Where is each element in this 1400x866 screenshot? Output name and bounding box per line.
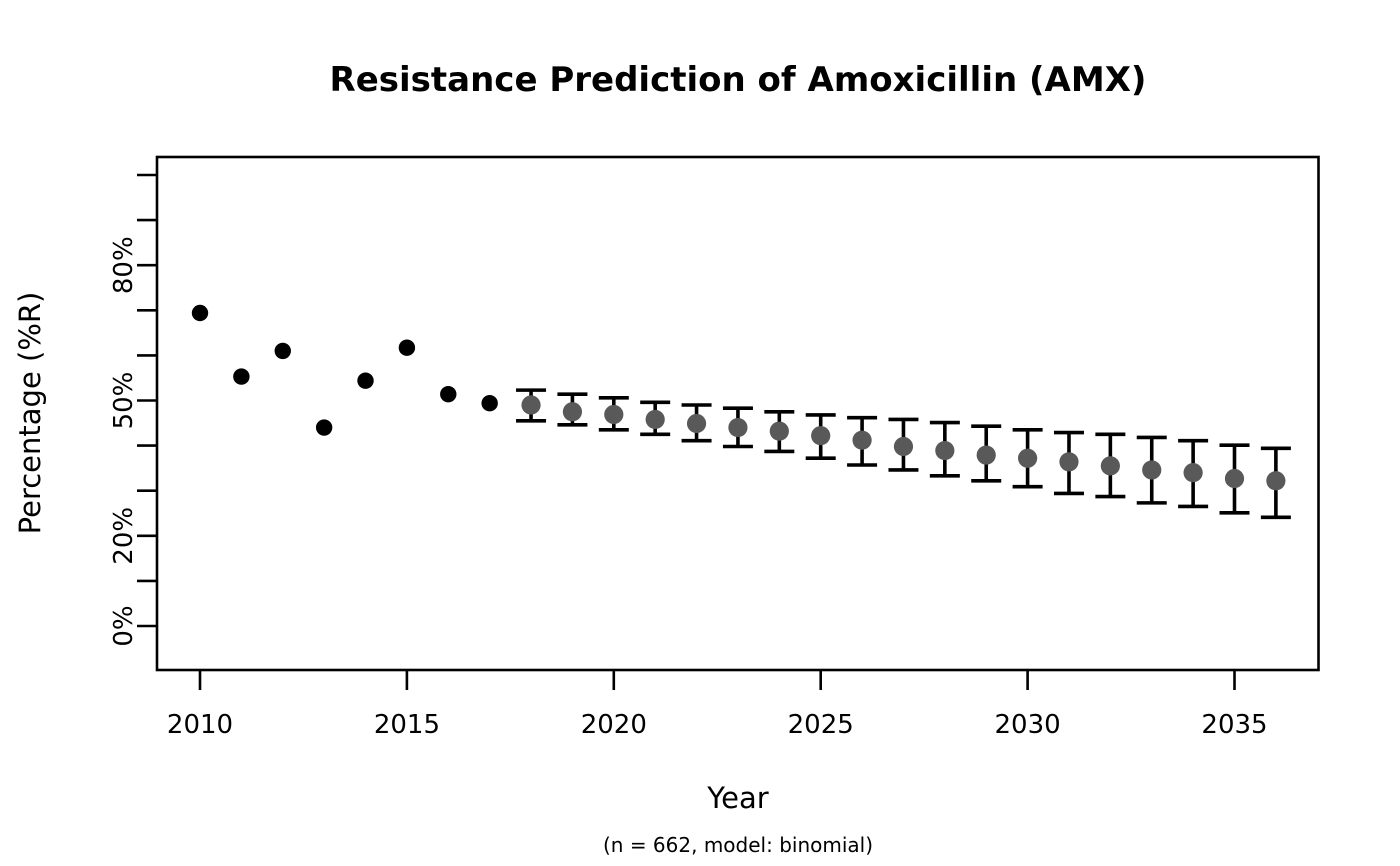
observed-point <box>315 419 333 436</box>
predicted-point <box>893 436 914 457</box>
observed-point <box>357 372 374 389</box>
predicted-point <box>852 430 872 450</box>
x-tick-label: 2035 <box>1201 710 1267 740</box>
predicted-point <box>935 440 955 461</box>
predicted-point <box>1100 456 1120 476</box>
x-axis-subtitle: (n = 662, model: binomial) <box>602 833 874 857</box>
x-tick-label: 2020 <box>581 710 647 740</box>
y-tick-label: 50% <box>109 372 139 430</box>
observed-point <box>398 339 416 356</box>
predicted-point <box>1059 452 1079 472</box>
predicted-point <box>562 402 583 422</box>
y-tick-label: 80% <box>109 236 139 294</box>
predicted-point <box>1142 460 1162 480</box>
predicted-point <box>1018 448 1038 468</box>
predicted-point <box>811 426 831 446</box>
predicted-point <box>769 421 789 441</box>
x-axis-title: Year <box>707 781 769 815</box>
x-tick-label: 2015 <box>374 710 440 740</box>
plot-box <box>155 155 1320 672</box>
x-tick-label: 2025 <box>788 710 854 740</box>
observed-point <box>274 342 291 360</box>
predicted-point <box>604 404 624 425</box>
predicted-point <box>686 413 707 434</box>
observed-point <box>191 304 209 322</box>
observed-point <box>233 368 250 385</box>
chart-title: Resistance Prediction of Amoxicillin (AM… <box>329 60 1147 100</box>
predicted-point <box>728 417 748 438</box>
predicted-point <box>645 409 665 430</box>
predicted-point <box>976 445 996 465</box>
predicted-point <box>1224 468 1245 489</box>
predicted-point <box>1183 463 1203 483</box>
x-tick-label: 2030 <box>995 710 1061 740</box>
predicted-point <box>1266 471 1286 491</box>
y-tick-label: 20% <box>109 507 139 565</box>
x-tick-label: 2010 <box>167 710 233 740</box>
observed-point <box>440 385 457 403</box>
observed-point <box>481 395 498 412</box>
predicted-point <box>521 395 541 415</box>
y-tick-label: 0% <box>109 605 139 646</box>
